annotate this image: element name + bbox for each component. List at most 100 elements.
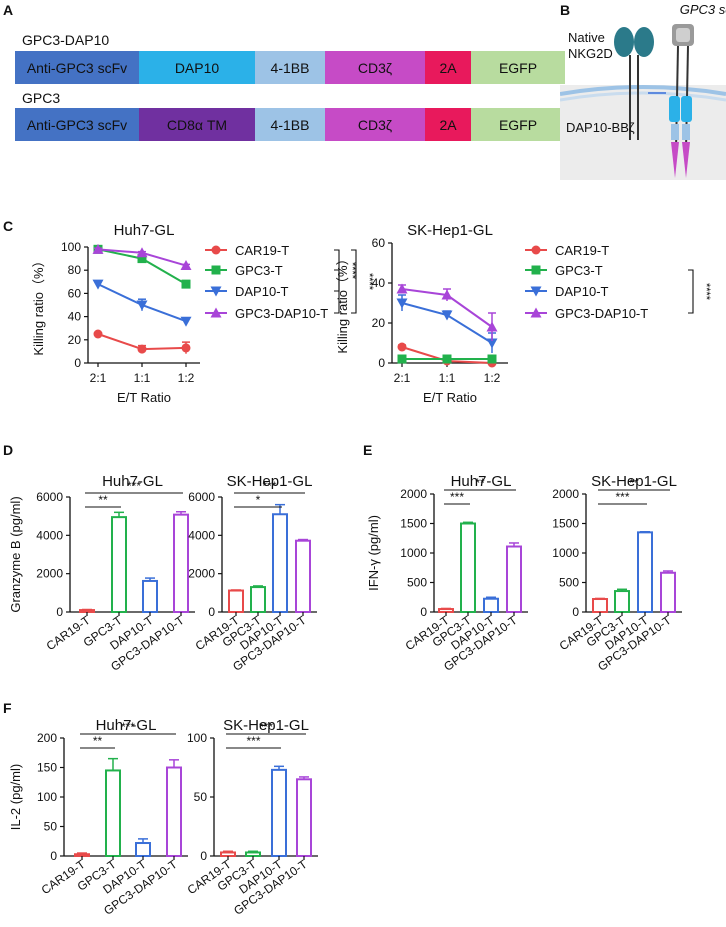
- bar-gpc3-dap10-t: [296, 778, 312, 857]
- data-point: [486, 321, 498, 332]
- y-tick-label: 20: [372, 316, 386, 330]
- significance-label: ****: [700, 283, 712, 301]
- y-tick-label: 0: [378, 356, 385, 370]
- chart-title: Huh7-GL: [114, 222, 175, 239]
- legend-marker: [530, 307, 542, 318]
- bar-car19-t: [74, 853, 90, 857]
- data-point: [136, 300, 148, 311]
- chart-title: Huh7-GL: [451, 473, 512, 490]
- y-tick-label: 50: [44, 820, 58, 834]
- y-tick-label: 4000: [188, 528, 215, 542]
- y-tick-label: 0: [56, 605, 63, 619]
- y-tick-label: 200: [37, 731, 57, 745]
- legend-label: GPC3-DAP10-T: [235, 306, 328, 321]
- data-point: [181, 343, 191, 353]
- legend-marker: [210, 307, 222, 318]
- significance-bracket: [334, 269, 340, 314]
- y-tick-label: 100: [61, 240, 81, 254]
- x-tick-label: 1:2: [484, 371, 501, 385]
- bar-dap10-t: [483, 597, 499, 613]
- y-tick-label: 0: [50, 849, 57, 863]
- y-axis-label: Killing ratio（%）: [31, 254, 46, 355]
- significance-bracket: [351, 249, 357, 314]
- construct-segment-dap10: DAP10: [139, 51, 255, 84]
- y-tick-label: 40: [68, 310, 82, 324]
- x-tick-label: 2:1: [90, 371, 107, 385]
- bar-gpc3-dap10-t: [173, 513, 189, 614]
- legend-label: GPC3-T: [235, 263, 283, 278]
- y-tick-label: 6000: [188, 490, 215, 504]
- y-tick-label: 60: [372, 236, 386, 250]
- legend-marker: [531, 245, 541, 255]
- scfv-domain: [672, 24, 694, 46]
- y-tick-label: 2000: [188, 567, 215, 581]
- significance-label: ***: [121, 720, 135, 734]
- construct-name-1: GPC3-DAP10: [22, 32, 110, 48]
- data-point: [487, 354, 497, 364]
- data-point: [441, 310, 453, 321]
- y-tick-label: 2000: [36, 567, 63, 581]
- legend-marker: [211, 245, 221, 255]
- data-point: [137, 254, 147, 264]
- data-point: [180, 260, 192, 271]
- legend-label: CAR19-T: [235, 243, 289, 258]
- y-axis-label: IL-2 (pg/ml): [8, 764, 23, 830]
- data-point: [397, 342, 407, 352]
- construct-segment-4-1bb: 4-1BB: [255, 108, 325, 141]
- chart-title: SK-Hep1-GL: [227, 473, 313, 490]
- y-tick-label: 4000: [36, 528, 63, 542]
- bar-gpc3-t: [105, 769, 121, 858]
- data-point: [441, 289, 453, 300]
- legend-marker: [530, 286, 542, 297]
- y-tick-label: 50: [194, 790, 208, 804]
- bar-gpc3-t: [614, 590, 630, 613]
- chart-title: SK-Hep1-GL: [223, 717, 309, 734]
- significance-label: ****: [363, 273, 375, 291]
- legend-label: CAR19-T: [555, 243, 609, 258]
- panel-label-d: D: [3, 442, 14, 458]
- chart-title: Huh7-GL: [102, 473, 163, 490]
- significance-label: **: [475, 476, 485, 490]
- significance-label: **: [98, 493, 108, 507]
- bar-car19-t: [438, 608, 454, 613]
- bar-gpc3-dap10-t: [166, 766, 182, 857]
- bar-gpc3-t: [245, 851, 261, 858]
- construct-segment-cd3-: CD3ζ: [325, 108, 425, 141]
- construct-segment-2a: 2A: [425, 108, 471, 141]
- construct-name-2: GPC3: [22, 90, 61, 106]
- y-tick-label: 100: [37, 790, 57, 804]
- bar-gpc3-t: [250, 586, 266, 613]
- construct-segment-cd8-tm: CD8α TM: [139, 108, 255, 141]
- bar-car19-t: [79, 609, 95, 613]
- y-tick-label: 40: [372, 276, 386, 290]
- chart-title: SK-Hep1-GL: [591, 473, 677, 490]
- significance-label: ***: [246, 734, 260, 748]
- legend-marker: [211, 265, 221, 275]
- significance-label: **: [629, 476, 639, 490]
- legend-label: DAP10-T: [235, 284, 289, 299]
- y-axis-label: Granzyme B (pg/ml): [8, 496, 23, 612]
- 4-1bb-left: [671, 124, 679, 140]
- x-tick-label: 2:1: [394, 371, 411, 385]
- nkg2d-head-right: [634, 27, 654, 57]
- data-point: [442, 354, 452, 364]
- bar-car19-t: [228, 589, 244, 613]
- legend-marker: [531, 265, 541, 275]
- dap10-right: [681, 96, 692, 122]
- data-point: [136, 247, 148, 258]
- panel-label-e: E: [363, 442, 373, 458]
- y-tick-label: 1500: [400, 517, 427, 531]
- y-tick-label: 20: [68, 333, 82, 347]
- bar-dap10-t: [271, 768, 287, 857]
- y-tick-label: 0: [200, 849, 207, 863]
- data-point: [93, 329, 103, 339]
- y-tick-label: 150: [37, 761, 57, 775]
- significance-label: ***: [259, 720, 273, 734]
- bar-dap10-t: [142, 579, 158, 614]
- data-point: [137, 344, 147, 354]
- y-tick-label: 0: [420, 605, 427, 619]
- y-tick-label: 500: [407, 576, 427, 590]
- cell-interior: [560, 85, 726, 180]
- nkg2d-label: NKG2D: [568, 46, 613, 61]
- bar-car19-t: [592, 598, 608, 614]
